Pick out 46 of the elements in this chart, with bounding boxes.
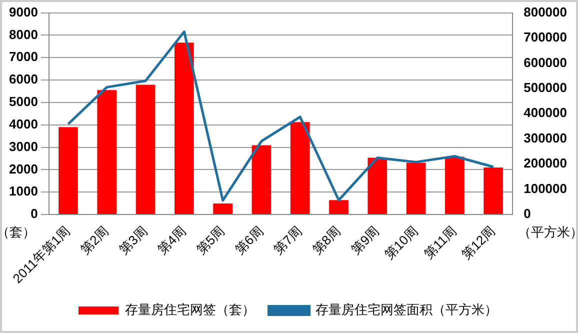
bar (136, 84, 156, 214)
y2-tick-label: 100000 (524, 180, 568, 196)
x-tick-label: 第12周 (458, 223, 498, 262)
y2-tick-label: 600000 (524, 54, 568, 70)
bar (406, 162, 426, 214)
bar (97, 90, 117, 214)
x-tick-label: 第5周 (193, 223, 228, 258)
bar (213, 204, 232, 214)
x-tick-label: 第2周 (77, 223, 112, 258)
x-tick-label: 第4周 (154, 223, 189, 258)
y2-tick-label: 800000 (524, 4, 568, 20)
x-tick-label: 第10周 (381, 223, 421, 262)
legend-label: 存量房住宅网签（套） (125, 302, 255, 318)
y-tick-label: 6000 (9, 72, 38, 87)
x-tick-label: 第9周 (348, 223, 382, 258)
x-tick-label: 第3周 (116, 223, 150, 258)
y2-tick-label: 400000 (524, 105, 568, 120)
x-tick-label: 第11周 (420, 223, 460, 262)
y2-tick-label: 0 (524, 206, 531, 222)
bar (484, 167, 503, 214)
x-tick-label: 第8周 (309, 223, 344, 258)
bar (290, 122, 310, 214)
y-tick-label: 9000 (9, 4, 38, 20)
y-tick-label: 2000 (9, 161, 38, 176)
y-tick-label: 0 (30, 206, 38, 222)
legend-label: 存量房住宅网签面积（平方米） (316, 302, 498, 318)
bar (252, 145, 272, 214)
bar (368, 158, 388, 214)
x-tick-label: 第6周 (232, 223, 266, 258)
y-tick-label: 1000 (9, 184, 38, 199)
y-tick-label: 7000 (9, 49, 38, 64)
y2-tick-label: 500000 (524, 80, 568, 96)
bar (444, 156, 464, 214)
y-tick-label: 5000 (9, 94, 38, 110)
x-tick-label: 第7周 (270, 223, 305, 258)
bar (329, 200, 348, 214)
y2-axis-title: （平方米） (518, 224, 578, 240)
y-axis-title: （套） (0, 224, 36, 240)
y2-tick-label: 200000 (524, 156, 568, 171)
y2-tick-label: 700000 (524, 30, 568, 45)
y2-tick-label: 300000 (524, 130, 568, 146)
bar (174, 42, 194, 214)
y-tick-label: 3000 (9, 138, 38, 154)
bar (58, 127, 78, 214)
y-tick-label: 8000 (9, 26, 38, 42)
y-tick-label: 4000 (9, 116, 38, 132)
